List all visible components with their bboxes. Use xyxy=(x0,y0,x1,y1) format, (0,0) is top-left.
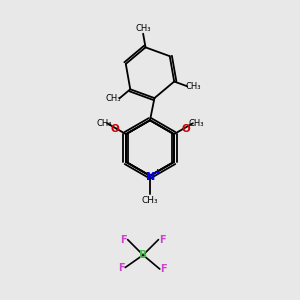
Text: CH₃: CH₃ xyxy=(135,24,151,33)
Text: F: F xyxy=(118,262,124,272)
Text: +: + xyxy=(153,168,161,177)
Text: F: F xyxy=(160,264,167,274)
Text: F: F xyxy=(159,235,166,244)
Text: CH₃: CH₃ xyxy=(106,94,122,103)
Text: CH₃: CH₃ xyxy=(188,119,204,128)
Text: O: O xyxy=(181,124,190,134)
Text: N: N xyxy=(146,172,156,182)
Text: O: O xyxy=(110,124,119,134)
Text: CH₃: CH₃ xyxy=(96,119,112,128)
Text: B: B xyxy=(139,250,147,260)
Text: CH₃: CH₃ xyxy=(142,196,158,205)
Text: F: F xyxy=(120,235,127,244)
Text: CH₃: CH₃ xyxy=(185,82,201,91)
